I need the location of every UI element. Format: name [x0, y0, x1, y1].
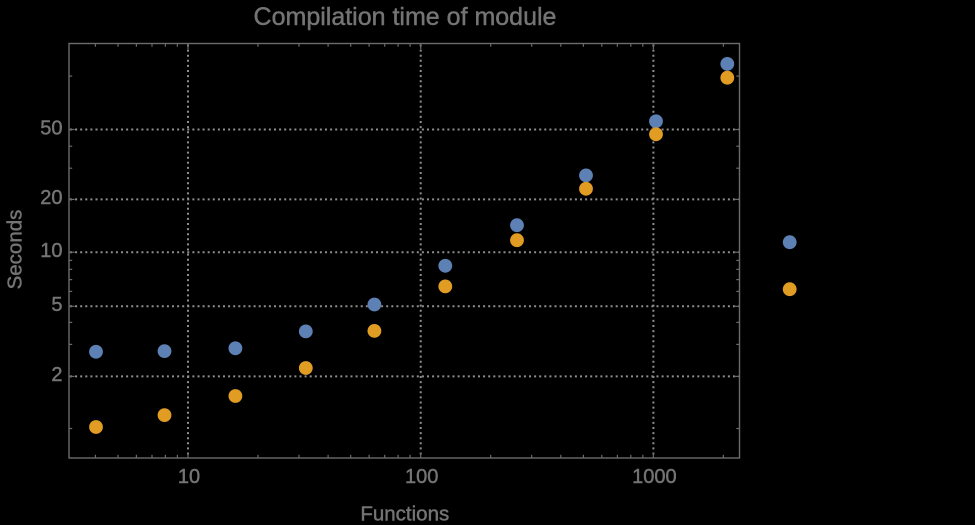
svg-text:10: 10: [178, 466, 200, 488]
svg-text:Seconds: Seconds: [4, 210, 27, 290]
svg-text:20: 20: [40, 187, 62, 209]
svg-text:50: 50: [40, 117, 62, 139]
svg-text:1000: 1000: [632, 466, 677, 488]
svg-text:100: 100: [405, 466, 438, 488]
svg-text:5: 5: [51, 294, 62, 316]
svg-text:10: 10: [40, 240, 62, 262]
svg-text:2: 2: [51, 364, 62, 386]
svg-text:Functions: Functions: [360, 503, 449, 525]
svg-text:Compilation time of module: Compilation time of module: [254, 3, 557, 31]
